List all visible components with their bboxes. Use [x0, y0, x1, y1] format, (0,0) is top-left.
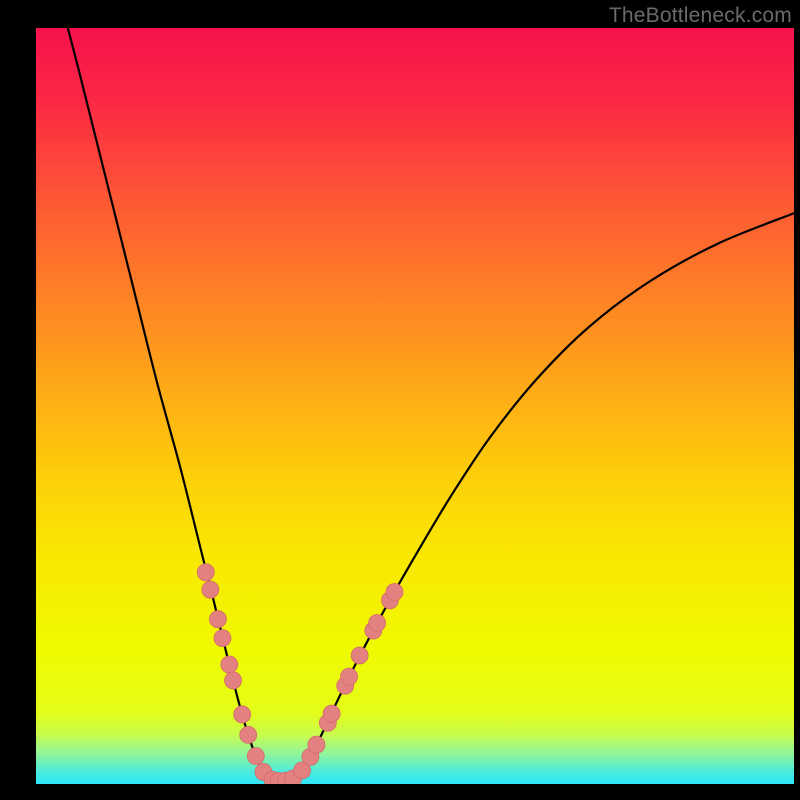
marker-right-7 [351, 647, 368, 664]
marker-right-6 [341, 668, 358, 685]
marker-right-4 [323, 705, 340, 722]
marker-left-0 [197, 564, 214, 581]
marker-right-2 [308, 736, 325, 753]
gradient-background [36, 28, 794, 784]
marker-left-5 [225, 672, 242, 689]
plot-wrap [36, 28, 794, 784]
marker-right-11 [386, 583, 403, 600]
marker-left-4 [221, 656, 238, 673]
marker-left-2 [209, 611, 226, 628]
bottleneck-curve-chart [36, 28, 794, 784]
marker-right-9 [369, 614, 386, 631]
chart-container: TheBottleneck.com [0, 0, 800, 800]
watermark-label: TheBottleneck.com [609, 4, 792, 28]
marker-left-6 [234, 706, 251, 723]
marker-left-7 [240, 726, 257, 743]
plot-area [36, 28, 794, 784]
marker-left-8 [247, 748, 264, 765]
marker-left-3 [214, 630, 231, 647]
marker-left-1 [202, 581, 219, 598]
